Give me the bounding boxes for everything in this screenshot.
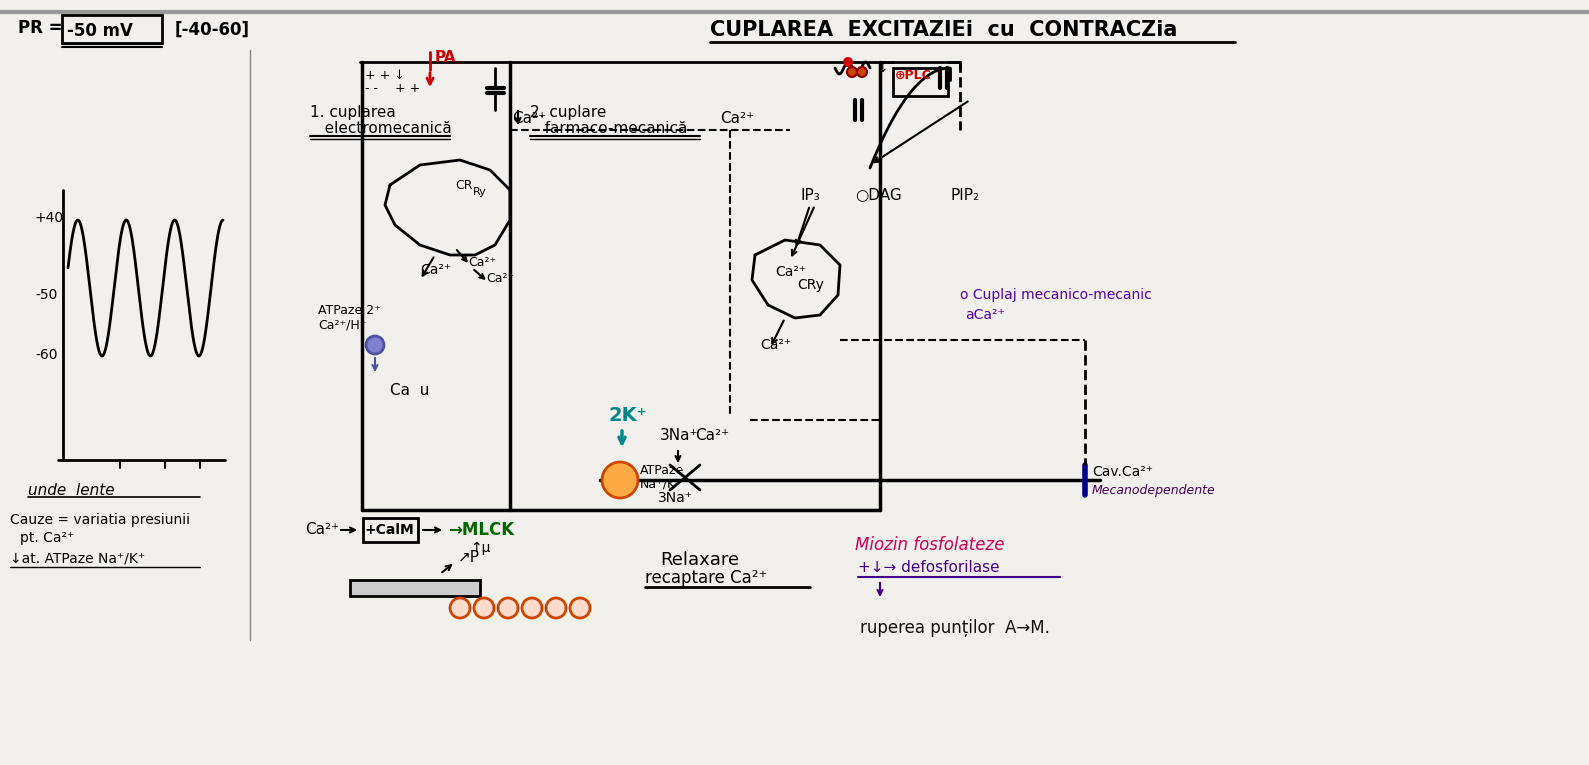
Text: ⊕PLC: ⊕PLC (895, 69, 931, 82)
Text: ruperea punților  A→M.: ruperea punților A→M. (860, 619, 1050, 637)
Circle shape (365, 336, 385, 354)
Bar (350, 580, 480, 596)
Text: recaptare Ca²⁺: recaptare Ca²⁺ (645, 569, 767, 587)
Text: 3Na⁺: 3Na⁺ (659, 428, 699, 442)
Bar (62, 15, 162, 43)
Text: aCa²⁺: aCa²⁺ (965, 308, 1004, 322)
Text: electromecanică: electromecanică (310, 121, 451, 135)
Circle shape (523, 598, 542, 618)
Text: Ca²⁺/H⁺: Ca²⁺/H⁺ (318, 318, 367, 331)
Text: +↓→ defosforilase: +↓→ defosforilase (858, 561, 999, 575)
Text: Ca²⁺: Ca²⁺ (486, 272, 515, 285)
Text: 3Na⁺: 3Na⁺ (658, 491, 693, 505)
Text: ↗P: ↗P (458, 551, 480, 565)
Text: + + ↓: + + ↓ (365, 69, 405, 82)
Text: pt. Ca²⁺: pt. Ca²⁺ (21, 531, 75, 545)
Circle shape (547, 598, 566, 618)
Circle shape (847, 67, 856, 77)
Text: CUPLAREA  EXCITAZIEi  cu  CONTRACZia: CUPLAREA EXCITAZIEi cu CONTRACZia (710, 20, 1177, 40)
Text: Ca  u: Ca u (389, 382, 429, 398)
Text: ↑μ: ↑μ (470, 541, 491, 555)
Text: - -: - - (365, 82, 378, 95)
Text: PA: PA (435, 50, 456, 64)
Text: Ca²⁺: Ca²⁺ (419, 263, 451, 277)
Text: Ry: Ry (474, 187, 486, 197)
Text: Ca²⁺: Ca²⁺ (694, 428, 729, 442)
Text: ○DAG: ○DAG (855, 187, 901, 203)
Text: ATPaze: ATPaze (640, 464, 685, 477)
Text: Miozin fosfolateze: Miozin fosfolateze (855, 536, 1004, 554)
Circle shape (570, 598, 590, 618)
Text: -60: -60 (35, 348, 57, 362)
Text: -50: -50 (35, 288, 57, 302)
Text: +CalM: +CalM (365, 523, 415, 537)
Text: 2. cuplare: 2. cuplare (531, 105, 607, 119)
Text: ATPaze 2⁺: ATPaze 2⁺ (318, 304, 381, 317)
Text: 1. cuplarea: 1. cuplarea (310, 105, 396, 119)
Bar (362, 518, 418, 542)
Text: Ca²⁺: Ca²⁺ (305, 522, 338, 538)
Text: Relaxare: Relaxare (659, 551, 739, 569)
Text: + +: + + (396, 82, 419, 95)
Circle shape (602, 462, 639, 498)
Text: Mecanodependente: Mecanodependente (1092, 483, 1216, 496)
Circle shape (474, 598, 494, 618)
Text: o Cuplaj mecanico-mecanic: o Cuplaj mecanico-mecanic (960, 288, 1152, 302)
Text: Ca²⁺: Ca²⁺ (720, 110, 755, 125)
Text: 2K⁺: 2K⁺ (609, 405, 647, 425)
Text: CR: CR (454, 178, 472, 191)
Circle shape (450, 598, 470, 618)
Text: ↓: ↓ (876, 61, 888, 75)
Bar (893, 68, 949, 96)
Text: ↓at. ATPaze Na⁺/K⁺: ↓at. ATPaze Na⁺/K⁺ (10, 551, 145, 565)
Text: Na⁺/K⁺: Na⁺/K⁺ (640, 477, 683, 490)
Text: unde  lente: unde lente (29, 483, 114, 497)
Text: Ca²⁺: Ca²⁺ (512, 110, 547, 125)
Text: [-40-60]: [-40-60] (175, 21, 249, 39)
Text: CRy: CRy (798, 278, 823, 292)
Text: Ca²⁺: Ca²⁺ (775, 265, 806, 279)
Circle shape (497, 598, 518, 618)
Text: farmaco-mecanică: farmaco-mecanică (531, 121, 688, 135)
Text: Cav.Ca²⁺: Cav.Ca²⁺ (1092, 465, 1154, 479)
Text: Ca²⁺: Ca²⁺ (469, 256, 496, 269)
Circle shape (844, 57, 853, 67)
Text: Cauze = variatia presiunii: Cauze = variatia presiunii (10, 513, 191, 527)
Text: IP₃: IP₃ (799, 187, 820, 203)
Text: Ca²⁺: Ca²⁺ (760, 338, 791, 352)
Text: PR =: PR = (17, 19, 62, 37)
Text: →MLCK: →MLCK (448, 521, 515, 539)
Circle shape (856, 67, 868, 77)
Text: PIP₂: PIP₂ (950, 187, 979, 203)
Text: -50 mV: -50 mV (67, 22, 133, 40)
Text: +40: +40 (35, 211, 64, 225)
